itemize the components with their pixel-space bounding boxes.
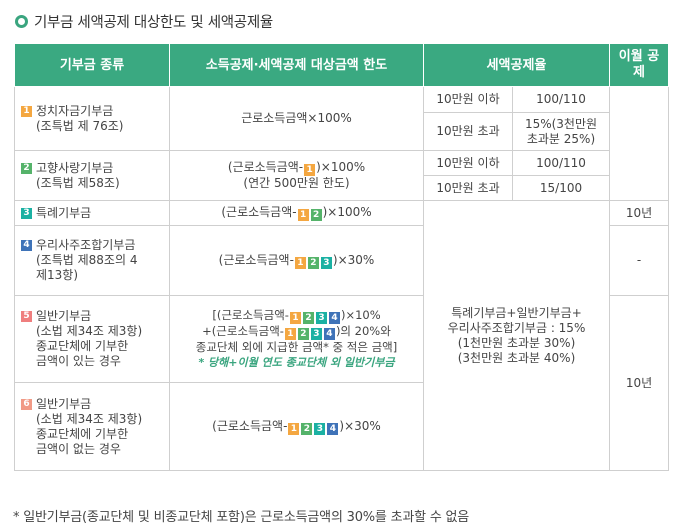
row-esop-kind: 4 우리사주조합기부금 (조특법 제88조의 4 제13항) [14,225,170,296]
row-special-limit: (근로소득금액- 1 2)×100% [169,200,424,226]
row-hometown-tier2-rate: 15/100 [512,175,610,201]
row-esop-carry: - [609,225,669,296]
row-hometown-tier1-label: 10만원 이하 [423,150,513,176]
row-hometown-limit: (근로소득금액- 1)×100% (연간 500만원 한도) [169,150,424,201]
badge-5: 5 [21,311,32,322]
row-general-nonreligious-limit: (근로소득금액- 1 2 3 4)×30% [169,382,424,471]
badge-4: 4 [21,240,32,251]
row-general-religious-kind: 5 일반기부금 (소법 제34조 제3항) 종교단체에 기부한 금액이 있는 경우 [14,295,170,383]
row-political-tier1-rate: 100/110 [512,86,610,113]
header-rate: 세액공제율 [423,43,610,87]
deduction-table: 기부금 종류 소득공제·세액공제 대상금액 한도 세액공제율 이월 공제 1 정… [14,43,669,471]
badge-3: 3 [21,207,32,219]
row-hometown-tier2-label: 10만원 초과 [423,175,513,201]
row-esop-limit: (근로소득금액- 1 2 3)×30% [169,225,424,296]
shared-rate: 특례기부금+일반기부금+ 우리사주조합기부금 : 15% (1천만원 초과분 3… [423,200,610,471]
row-political-limit: 근로소득금액×100% [169,86,424,151]
row-political-tier1-label: 10만원 이하 [423,86,513,113]
badge-1: 1 [21,105,32,117]
row-general-carry: 10년 [609,295,669,471]
row-hometown-kind: 2 고향사랑기부금 (조특법 제58조) [14,150,170,201]
row-political-tier2-label: 10만원 초과 [423,112,513,151]
row-special-carry: 10년 [609,200,669,226]
footnote: * 일반기부금(종교단체 및 비종교단체 포함)은 근로소득금액의 30%를 초… [13,510,470,525]
section-title: 기부금 세액공제 대상한도 및 세액공제율 [15,10,273,32]
badge-2: 2 [21,162,32,174]
row-general-nonreligious-kind: 6 일반기부금 (소법 제34조 제3항) 종교단체에 기부한 금액이 없는 경우 [14,382,170,471]
header-limit: 소득공제·세액공제 대상금액 한도 [169,43,424,87]
row-political-tier2-rate: 15%(3천만원 초과분 25%) [512,112,610,151]
general-note: * 당해+이월 연도 종교단체 외 일반기부금 [198,356,395,369]
row-political-carry [609,86,669,201]
header-carry: 이월 공제 [609,43,669,87]
title-text: 기부금 세액공제 대상한도 및 세액공제율 [34,14,273,31]
header-kind: 기부금 종류 [14,43,170,87]
row-special-kind: 3 특례기부금 [14,200,170,226]
row-hometown-tier1-rate: 100/110 [512,150,610,176]
bullet-circle-icon [15,14,28,28]
badge-6: 6 [21,398,32,410]
row-political-kind: 1 정치자금기부금 (조특법 제 76조) [14,86,170,151]
row-general-religious-limit: [(근로소득금액- 1 2 3 4)×10% +(근로소득금액- 1 2 3 4)의 20%와 … [169,295,424,383]
